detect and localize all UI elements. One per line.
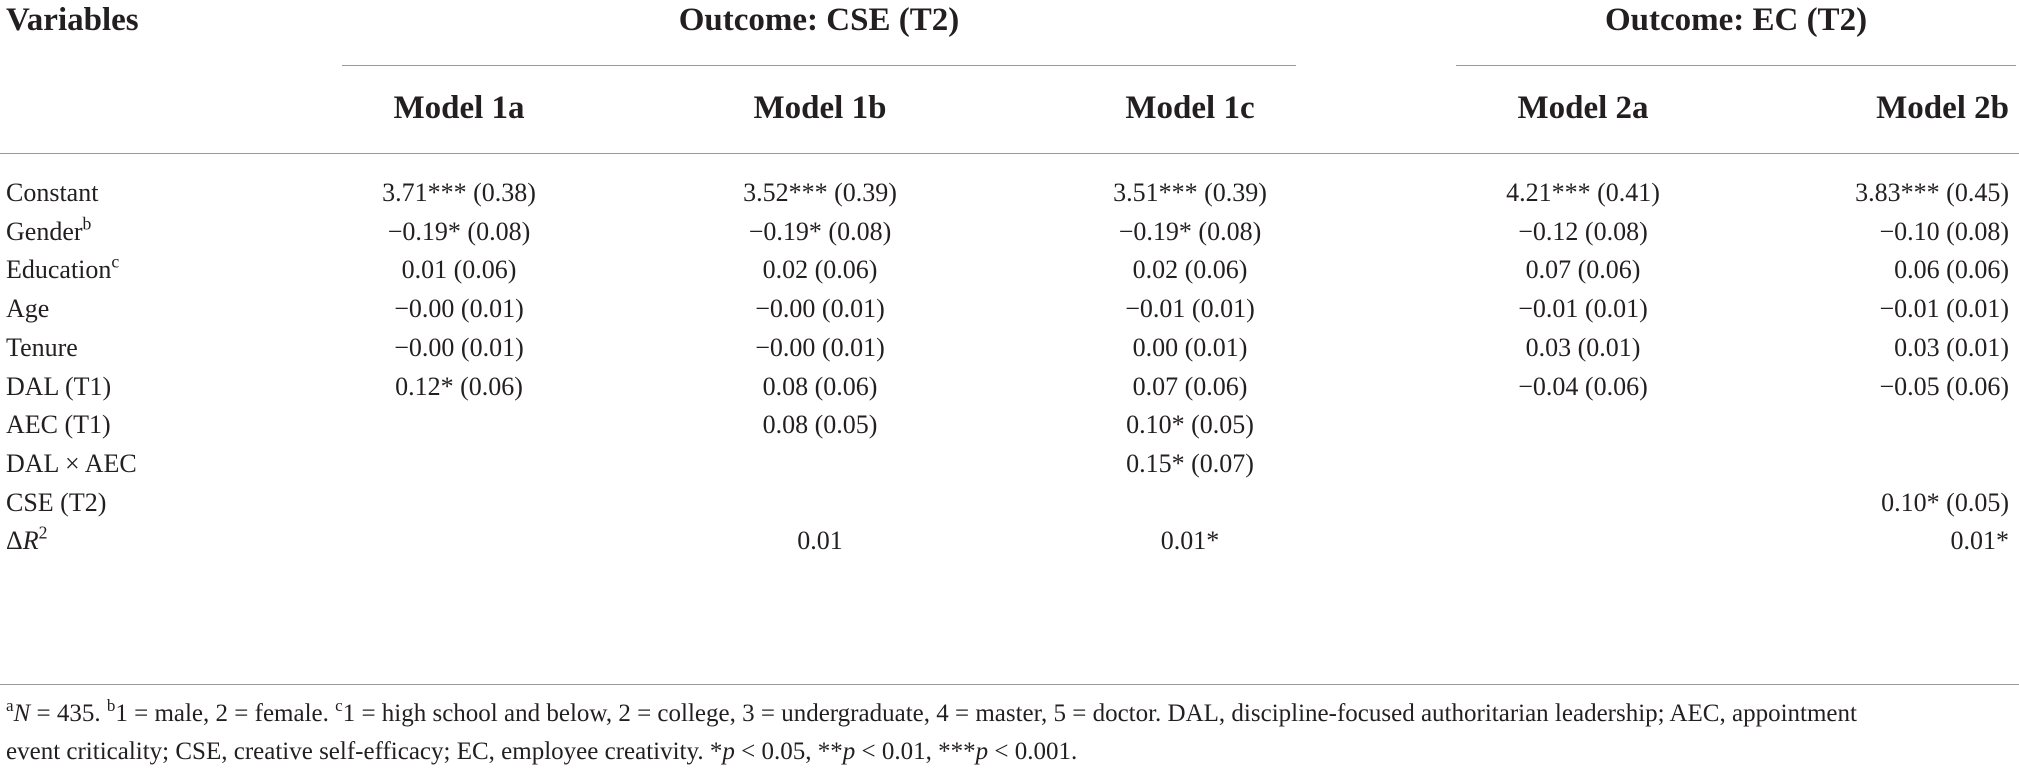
cell-model-1c: 0.00 (0.01): [1132, 333, 1248, 362]
row-label-delta: Δ: [6, 526, 23, 555]
footnote-line-1: aN = 435. b1 = male, 2 = female. c1 = hi…: [6, 697, 1857, 728]
row-label-sup: 2: [38, 522, 48, 543]
row-label: Constant: [6, 178, 98, 208]
header-variables: Variables: [6, 2, 139, 38]
cell-model-1c: 0.15* (0.07): [1126, 449, 1254, 478]
rule-header-bottom: [0, 153, 2019, 154]
row-label: CSE (T2): [6, 488, 106, 518]
header-group-ec: Outcome: EC (T2): [1604, 2, 1868, 38]
rule-group-cse: [342, 65, 1296, 66]
row-label: Tenure: [6, 333, 78, 363]
row-label: ΔR2: [6, 524, 47, 556]
cell-model-1a: −0.19* (0.08): [387, 217, 531, 246]
rule-group-ec: [1456, 65, 2016, 66]
cell-model-1b: −0.19* (0.08): [748, 217, 892, 246]
header-model-1b: Model 1b: [753, 90, 887, 126]
cell-model-1a: 0.12* (0.06): [395, 372, 523, 401]
cell-model-2a: −0.04 (0.06): [1518, 372, 1648, 401]
row-label-sup: b: [82, 213, 92, 234]
row-label-text: Tenure: [6, 333, 78, 362]
row-label: Genderb: [6, 215, 91, 247]
header-group-cse: Outcome: CSE (T2): [678, 2, 960, 38]
row-label-text: DAL × AEC: [6, 449, 137, 478]
header-model-2b: Model 2b: [1876, 90, 2009, 126]
footnote-p1: p: [722, 738, 735, 765]
footnote-n-value: = 435.: [30, 700, 107, 727]
row-label-text: Gender: [6, 217, 83, 246]
cell-model-1c: 0.10* (0.05): [1126, 410, 1254, 439]
header-model-2a: Model 2a: [1517, 90, 1649, 126]
rule-table-bottom: [0, 684, 2019, 685]
row-label-sup: c: [111, 251, 120, 272]
cell-model-1b: −0.00 (0.01): [755, 333, 885, 362]
cell-model-1c: −0.19* (0.08): [1118, 217, 1262, 246]
cell-model-1c: 0.01*: [1160, 526, 1220, 555]
cell-model-1b: 0.02 (0.06): [762, 255, 878, 284]
row-label-text: DAL (T1): [6, 372, 112, 401]
footnote-p3: p: [975, 738, 989, 765]
cell-model-1b: 0.08 (0.06): [762, 372, 878, 401]
row-label: AEC (T1): [6, 410, 111, 440]
cell-model-2a: 0.03 (0.01): [1525, 333, 1641, 362]
cell-model-2b: 0.06 (0.06): [1894, 255, 2009, 284]
cell-model-1b: 3.52*** (0.39): [743, 178, 897, 207]
footnote-line-2: event criticality; CSE, creative self-ef…: [6, 738, 1077, 766]
cell-model-1b: 0.01: [797, 526, 843, 555]
footnote-sig3: < 0.001.: [988, 738, 1078, 765]
cell-model-1a: −0.00 (0.01): [394, 294, 524, 323]
row-label: DAL (T1): [6, 372, 111, 402]
row-label-r: R: [22, 526, 39, 555]
row-label-text: Constant: [6, 178, 99, 207]
header-model-1c: Model 1c: [1125, 90, 1255, 126]
cell-model-2b: 0.10* (0.05): [1881, 488, 2009, 517]
row-label: DAL × AEC: [6, 449, 137, 479]
footnote-c-sup: c: [335, 695, 343, 715]
cell-model-2b: 0.03 (0.01): [1894, 333, 2009, 362]
footnote-gender: 1 = male, 2 = female.: [115, 700, 336, 727]
cell-model-2b: −0.05 (0.06): [1879, 372, 2009, 401]
row-label-text: Education: [6, 255, 112, 284]
row-label: Educationc: [6, 253, 119, 285]
footnote-sig1: < 0.05, **: [734, 738, 843, 765]
cell-model-1b: −0.00 (0.01): [755, 294, 885, 323]
cell-model-2a: 4.21*** (0.41): [1506, 178, 1660, 207]
row-label-text: AEC (T1): [6, 410, 111, 439]
row-label: Age: [6, 294, 49, 324]
footnote-n: N: [13, 700, 31, 727]
header-model-1a: Model 1a: [393, 90, 525, 126]
cell-model-1a: 0.01 (0.06): [401, 255, 517, 284]
footnote-b-sup: b: [106, 695, 116, 715]
cell-model-1a: −0.00 (0.01): [394, 333, 524, 362]
cell-model-2b: 0.01*: [1950, 526, 2010, 555]
footnote-sig2: < 0.01, ***: [855, 738, 976, 765]
cell-model-1c: 3.51*** (0.39): [1113, 178, 1267, 207]
footnote-abbrev: event criticality; CSE, creative self-ef…: [6, 738, 723, 765]
cell-model-1a: 3.71*** (0.38): [382, 178, 536, 207]
cell-model-2b: 3.83*** (0.45): [1855, 178, 2009, 207]
cell-model-1b: 0.08 (0.05): [762, 410, 878, 439]
footnote-a-sup: a: [6, 695, 14, 715]
cell-model-2a: 0.07 (0.06): [1525, 255, 1641, 284]
footnote-education: 1 = high school and below, 2 = college, …: [342, 700, 1857, 727]
cell-model-1c: 0.02 (0.06): [1132, 255, 1248, 284]
cell-model-1c: 0.07 (0.06): [1132, 372, 1248, 401]
row-label-text: CSE (T2): [6, 488, 107, 517]
cell-model-2a: −0.12 (0.08): [1518, 217, 1648, 246]
cell-model-1c: −0.01 (0.01): [1125, 294, 1255, 323]
footnote-p2: p: [842, 738, 856, 765]
cell-model-2b: −0.10 (0.08): [1879, 217, 2009, 246]
cell-model-2a: −0.01 (0.01): [1518, 294, 1648, 323]
row-label-text: Age: [6, 294, 50, 323]
cell-model-2b: −0.01 (0.01): [1879, 294, 2009, 323]
